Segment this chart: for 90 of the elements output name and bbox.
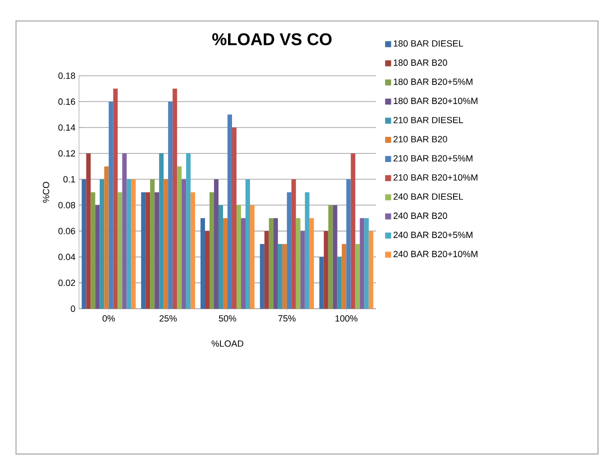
- bar: [223, 218, 228, 309]
- y-axis-title: %CO: [42, 182, 50, 203]
- bar: [182, 179, 186, 309]
- legend-label: 210 BAR B20: [394, 136, 448, 142]
- bar: [350, 153, 356, 309]
- bar: [309, 218, 314, 309]
- legend-label: 240 BAR B20+5%M: [394, 232, 472, 238]
- legend-label: 180 BAR B20: [394, 59, 448, 66]
- legend-label: 210 BAR B20+10%M: [394, 174, 478, 181]
- bar: [146, 192, 150, 309]
- chart-title: %LOAD VS CO: [212, 33, 332, 46]
- bar: [246, 179, 250, 309]
- bar: [324, 231, 328, 309]
- bar: [177, 166, 182, 309]
- bar: [168, 102, 173, 309]
- bar: [108, 102, 114, 309]
- bar: [154, 192, 160, 309]
- bar: [186, 153, 191, 309]
- y-tick-label: 0.12: [58, 150, 76, 157]
- bar: [236, 205, 242, 309]
- bar: [126, 179, 132, 309]
- bar: [264, 231, 269, 309]
- bar: [278, 244, 282, 309]
- bar: [122, 153, 127, 309]
- bar: [104, 166, 109, 309]
- bar: [319, 256, 324, 309]
- bar: [268, 218, 274, 309]
- legend-label: 180 BAR B20+5%M: [394, 78, 472, 85]
- bar: [113, 88, 118, 309]
- bar: [332, 205, 338, 309]
- bar: [260, 244, 264, 309]
- bar: [141, 192, 146, 309]
- bar: [164, 179, 168, 309]
- bar: [218, 205, 224, 309]
- bar: [355, 244, 360, 309]
- bar: [172, 88, 178, 309]
- legend-label: 210 BAR DIESEL: [394, 116, 464, 124]
- y-tick-label: 0.16: [58, 98, 76, 105]
- x-tick-label: 50%: [218, 315, 236, 322]
- y-tick-label: 0.18: [58, 72, 76, 79]
- bar: [346, 179, 351, 309]
- y-tick-label: 0.06: [58, 228, 76, 234]
- bar: [241, 218, 246, 309]
- bar: [100, 179, 104, 309]
- y-tick-label: 0.02: [58, 280, 76, 286]
- legend-label: 240 BAR B20+10%M: [394, 250, 478, 258]
- bar: [286, 192, 292, 309]
- bar: [228, 114, 232, 309]
- bar: [190, 192, 196, 309]
- bar: [159, 153, 164, 309]
- x-tick-label: 100%: [336, 315, 358, 322]
- x-tick-label: 0%: [102, 315, 115, 322]
- bar: [214, 179, 219, 309]
- bar: [304, 192, 310, 309]
- y-tick-label: 0.14: [58, 124, 76, 131]
- bar: [342, 244, 346, 309]
- bar: [291, 179, 296, 309]
- legend-label: 210 BAR B20+5%M: [394, 155, 472, 162]
- legend-label: 240 BAR B20: [394, 212, 448, 219]
- legend-label: 180 BAR B20+10%M: [394, 98, 478, 104]
- bar: [273, 218, 278, 309]
- bar: [296, 218, 300, 309]
- bar: [328, 205, 333, 309]
- x-tick-label: 25%: [160, 315, 177, 322]
- bar: [364, 218, 369, 309]
- legend-label: 240 BAR DIESEL: [394, 193, 464, 200]
- bar: [360, 218, 364, 309]
- bar: [95, 205, 100, 309]
- legend-label: 180 BAR DIESEL: [394, 40, 464, 47]
- bar: [131, 179, 136, 309]
- bar: [232, 127, 237, 309]
- bar: [210, 192, 214, 309]
- bar: [118, 192, 122, 309]
- x-tick-label: 75%: [278, 315, 296, 322]
- bar: [250, 205, 255, 309]
- bar: [90, 192, 96, 309]
- y-tick-label: 0.1: [63, 176, 76, 182]
- y-tick-label: 0.04: [58, 254, 76, 260]
- bar: [205, 231, 210, 309]
- bar: [337, 256, 342, 309]
- x-axis-title: %LOAD: [212, 340, 244, 347]
- y-tick-label: 0: [70, 306, 76, 312]
- bar: [150, 179, 155, 309]
- bar: [282, 244, 287, 309]
- bar: [200, 218, 206, 309]
- y-tick-label: 0.08: [58, 202, 76, 208]
- bar: [300, 231, 305, 309]
- bar: [368, 231, 374, 309]
- bar: [86, 153, 91, 309]
- bar: [82, 179, 86, 309]
